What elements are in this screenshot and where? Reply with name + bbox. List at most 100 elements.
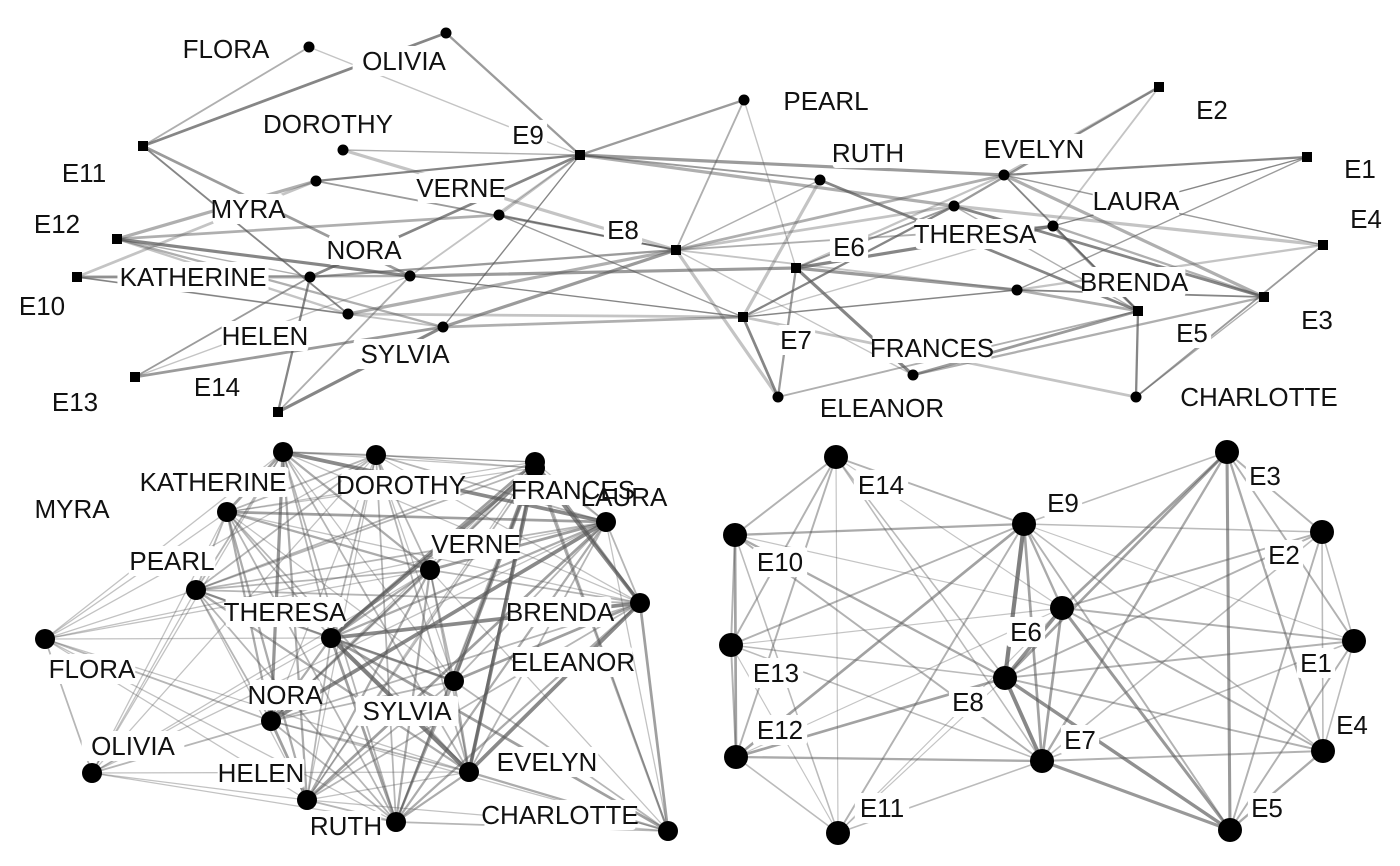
woman-node-ruth (814, 174, 826, 186)
women-edge-helen-myra (225, 510, 309, 802)
women-edge-evelyn-myra (226, 511, 470, 773)
events-label-bg-e6 (1006, 617, 1046, 647)
women-edge-flora-theresa (44, 637, 332, 640)
women-label-bg-dorothy (341, 470, 461, 500)
women-edge-ruth-theresa (329, 636, 398, 824)
women-edge-myra-ruth (226, 511, 397, 823)
women-nodes (35, 442, 678, 841)
women-edge-nora-sylvia (269, 520, 608, 723)
women-edge-katherine-verne (281, 450, 432, 572)
bipartite-edge-sylvia-e7 (441, 315, 745, 329)
women-edge-charlotte-verne (429, 569, 669, 832)
women-edge-dorothy-myra (226, 454, 377, 513)
women-label-bg-pearl (128, 546, 216, 576)
events-label-e6: E6 (1010, 617, 1042, 647)
events-label-e2: E2 (1268, 540, 1300, 570)
woman-node-katherine (304, 271, 316, 283)
events-edge-e1-e2 (1321, 531, 1355, 642)
women-edge-flora-nora (44, 638, 272, 722)
bipartite-label-bg-brenda (1082, 267, 1186, 297)
event-node-e8 (671, 245, 681, 255)
bipartite-label-bg-verne (417, 173, 505, 203)
bipartite-label-myra: MYRA (210, 194, 286, 224)
women-edge-sylvia-theresa (329, 520, 608, 640)
women-label-flora: FLORA (49, 654, 136, 684)
bipartite-edge-theresa-e9 (578, 153, 956, 208)
bipartite-edge-nora-e12 (115, 237, 412, 278)
events-edge-e4-e8 (1004, 677, 1324, 752)
woman-node-nora (404, 270, 416, 282)
woman-node-frances (907, 369, 919, 381)
women-label-bg-ruth (310, 811, 382, 841)
bipartite-label-bg-e5 (1172, 318, 1212, 348)
events-node-e6 (1050, 596, 1074, 620)
women-edge-pearl-sylvia (195, 521, 607, 591)
woman-node-laura (1047, 220, 1059, 232)
events-label-e4: E4 (1336, 710, 1368, 740)
women-node-evelyn (459, 762, 479, 782)
bipartite-edge-brenda-e8 (675, 249, 1018, 291)
bipartite-label-bg-theresa (915, 219, 1035, 249)
women-label-bg-brenda (508, 597, 612, 627)
bipartite-label-sylvia: SYLVIA (360, 339, 450, 369)
women-node-brenda (630, 593, 650, 613)
women-edge-helen-laura (306, 467, 536, 801)
bipartite-label-e3: E3 (1301, 305, 1333, 335)
events-edge-e13-e8 (730, 644, 1006, 679)
event-node-e11 (138, 141, 148, 151)
woman-node-olivia (440, 27, 452, 39)
women-edge-eleanor-myra (226, 511, 455, 682)
events-label-bg-e14 (853, 470, 909, 500)
bipartite-label-nora: NORA (326, 235, 402, 265)
events-edge-e2-e5 (1229, 531, 1323, 831)
events-edge-e3-e6 (1060, 450, 1229, 610)
bipartite-edge-olivia-e9 (444, 31, 582, 157)
events-edge-e11-e12 (735, 756, 839, 834)
bipartite-edge-sylvia-e9 (442, 154, 581, 328)
women-label-theresa: THERESA (224, 597, 347, 627)
bipartite-edge-evelyn-e9 (578, 153, 1006, 177)
women-node-dorothy (366, 445, 386, 465)
bipartite-edge-sylvia-e13 (133, 325, 445, 379)
events-label-bg-e12 (752, 715, 808, 745)
bipartite-label-frances: FRANCES (870, 333, 994, 363)
bipartite-label-ruth: RUTH (832, 138, 904, 168)
bipartite-label-eleanor: ELEANOR (820, 393, 944, 423)
events-edge-e4-e6 (1061, 607, 1324, 752)
bipartite-nodes (72, 27, 1328, 417)
women-label-bg-evelyn (495, 747, 599, 777)
events-edge-e4-e5 (1228, 749, 1325, 832)
bipartite-label-e7: E7 (780, 325, 812, 355)
women-label-bg-charlotte (484, 800, 636, 830)
events-node-e14 (824, 445, 848, 469)
events-edge-e2-e3 (1226, 451, 1323, 533)
events-edge-e14-e7 (835, 456, 1043, 762)
events-edge-e5-e8 (1003, 676, 1232, 832)
women-edge-brenda-helen (306, 602, 641, 801)
women-label-helen: HELEN (218, 758, 305, 788)
events-label-e10: E10 (757, 547, 803, 577)
bipartite-edge-brenda-e7 (742, 289, 1018, 318)
women-edge-frances-nora (270, 461, 536, 722)
women-label-pearl: PEARL (129, 546, 214, 576)
events-edge-e13-e6 (730, 607, 1063, 646)
women-node-katherine (273, 442, 293, 462)
events-labels: E14 E3 E9 E10 E2 E6 E1 E13 E8 E12 E7 E4 E11 E5 (748, 461, 1368, 823)
events-edge-e5-e7 (1040, 759, 1232, 832)
events-label-e1: E1 (1300, 648, 1332, 678)
events-label-e11: E11 (860, 793, 904, 823)
women-edge-evelyn-verne (429, 569, 470, 773)
bipartite-edge-verne-e8 (498, 214, 677, 251)
woman-node-sylvia (437, 321, 449, 333)
bipartite-label-dorothy: DOROTHY (263, 109, 393, 139)
women-edge-dorothy-katherine (282, 451, 377, 456)
women-label-evelyn: EVELYN (497, 747, 598, 777)
woman-node-dorothy (337, 144, 349, 156)
events-edge-e1-e9 (1023, 523, 1355, 642)
events-edge-e5-e9 (1023, 523, 1231, 831)
women-node-laura (525, 458, 545, 478)
events-label-bg-e10 (752, 547, 808, 577)
women-edge-brenda-ruth (394, 601, 642, 824)
bipartite-edge-theresa-e6 (795, 205, 955, 269)
